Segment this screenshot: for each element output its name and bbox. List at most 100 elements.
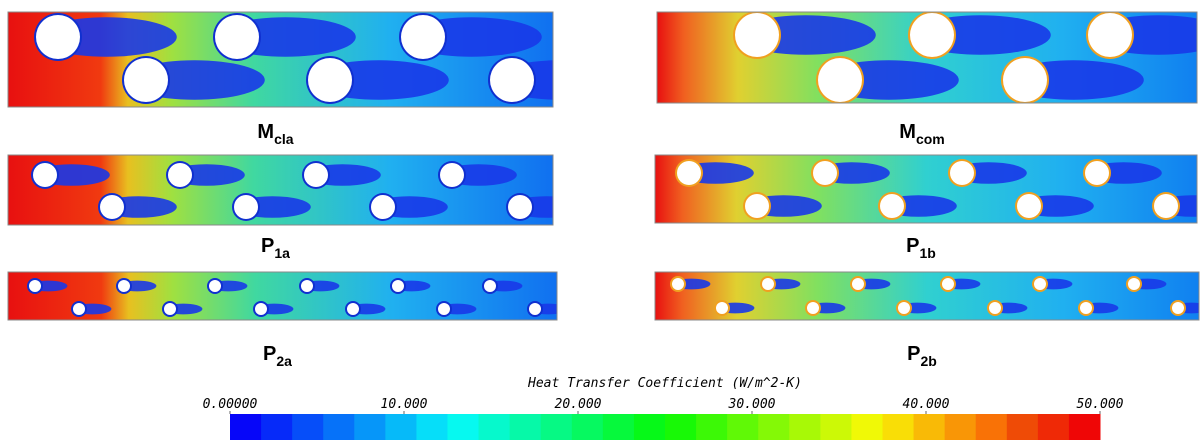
colorbar-step <box>820 414 852 440</box>
tube <box>745 194 769 218</box>
tube <box>672 278 684 290</box>
panel-border <box>7 271 558 321</box>
tube <box>438 303 450 315</box>
colorbar-step <box>354 414 386 440</box>
colorbar-step <box>913 414 946 440</box>
tube <box>942 278 954 290</box>
label-main: P <box>907 343 920 365</box>
panel-body <box>8 12 553 107</box>
tube <box>852 278 864 290</box>
tube <box>716 302 728 314</box>
tube <box>1154 194 1178 218</box>
tube <box>29 280 41 292</box>
tube <box>73 303 85 315</box>
colorbar-step <box>385 414 417 440</box>
colorbar-step <box>789 414 821 440</box>
colorbar-step <box>882 414 915 440</box>
tube <box>215 15 259 59</box>
contour-panel <box>656 11 1198 104</box>
panel-body <box>8 272 557 320</box>
tube <box>401 15 445 59</box>
panel-label: P1b <box>906 235 936 261</box>
tube <box>124 58 168 102</box>
tube <box>807 302 819 314</box>
label-main: M <box>899 121 916 143</box>
panel-border <box>656 11 1198 104</box>
panel-border <box>654 271 1200 321</box>
contour-panel <box>7 11 554 108</box>
colorbar-step <box>1037 414 1070 440</box>
label-sub: 1b <box>920 245 936 261</box>
colorbar-tick-label: 40.000 <box>903 397 950 412</box>
tube <box>371 195 395 219</box>
tube <box>234 195 258 219</box>
colorbar-step <box>509 414 542 440</box>
panel-label: P2a <box>263 343 292 369</box>
colorbar-step <box>230 414 262 440</box>
tube <box>484 280 496 292</box>
panel-body <box>657 12 1197 103</box>
tube <box>100 195 124 219</box>
tube <box>255 303 267 315</box>
label-main: M <box>257 121 274 143</box>
colorbar-step <box>602 414 635 440</box>
colorbar-step <box>975 414 1008 440</box>
tube <box>1172 302 1184 314</box>
tube <box>164 303 176 315</box>
label-sub: com <box>916 131 945 147</box>
tube <box>508 195 532 219</box>
colorbar-tick-label: 10.000 <box>381 397 428 412</box>
colorbar-tick-label: 30.000 <box>728 397 776 412</box>
tube <box>209 280 221 292</box>
label-sub: 2b <box>921 353 937 369</box>
tube <box>392 280 404 292</box>
panel-border <box>7 11 554 108</box>
panel-body <box>655 272 1199 320</box>
tube <box>1034 278 1046 290</box>
tube <box>118 280 130 292</box>
tube <box>813 161 837 185</box>
panel-label: P2b <box>907 343 937 369</box>
tube <box>33 163 57 187</box>
panel-border <box>654 154 1198 224</box>
colorbar-step <box>727 414 759 440</box>
panel-label: P1a <box>261 235 290 261</box>
colorbar-tick-label: 50.000 <box>1077 397 1124 412</box>
colorbar-step <box>292 414 324 440</box>
tube <box>762 278 774 290</box>
colorbar-step <box>665 414 697 440</box>
tube <box>490 58 534 102</box>
colorbar-step <box>1068 414 1101 440</box>
colorbar-step <box>633 414 666 440</box>
contour-panel <box>7 154 554 226</box>
tube <box>1017 194 1041 218</box>
tube <box>1088 13 1132 57</box>
colorbar-step <box>696 414 728 440</box>
colorbar-step <box>447 414 480 440</box>
tube <box>898 302 910 314</box>
label-main: P <box>263 343 276 365</box>
contour-panel <box>7 271 558 321</box>
colorbar-step <box>416 414 448 440</box>
panel-label: Mcom <box>899 121 944 147</box>
colorbar-step <box>478 414 511 440</box>
panel-body <box>655 155 1197 223</box>
colorbar-step <box>758 414 790 440</box>
colorbar-step <box>540 414 573 440</box>
tube <box>677 161 701 185</box>
tube <box>168 163 192 187</box>
panel-label: Mcla <box>257 121 293 147</box>
tube <box>1128 278 1140 290</box>
tube <box>1080 302 1092 314</box>
panel-body <box>8 155 553 225</box>
label-main: P <box>906 235 919 257</box>
colorbar-step <box>323 414 355 440</box>
label-sub: 1a <box>274 245 290 261</box>
tube <box>989 302 1001 314</box>
tube <box>347 303 359 315</box>
tube <box>440 163 464 187</box>
tube <box>950 161 974 185</box>
colorbar-step <box>571 414 604 440</box>
tube <box>529 303 541 315</box>
